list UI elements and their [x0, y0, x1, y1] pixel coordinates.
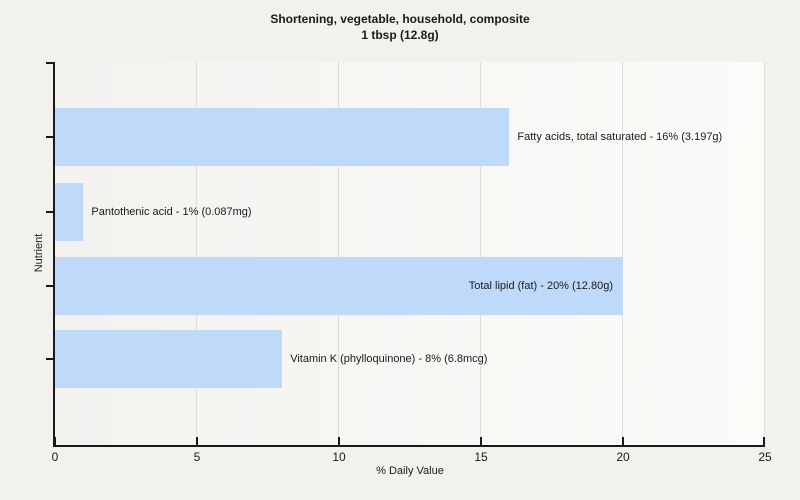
y-axis-title: Nutrient	[33, 233, 45, 273]
y-tick	[46, 62, 53, 64]
chart-title-line1: Shortening, vegetable, household, compos…	[270, 12, 530, 26]
chart-title: Shortening, vegetable, household, compos…	[0, 11, 800, 43]
grid-line	[196, 62, 197, 445]
x-tick	[196, 437, 198, 445]
grid-line	[480, 62, 481, 445]
x-tick	[763, 437, 765, 445]
plot-area: Fatty acids, total saturated - 16% (3.19…	[46, 62, 765, 445]
x-tick	[54, 437, 56, 445]
bar-label: Fatty acids, total saturated - 16% (3.19…	[517, 131, 723, 143]
x-tick	[622, 437, 624, 445]
x-tick-label: 15	[474, 450, 488, 464]
x-tick-label: 0	[51, 450, 59, 464]
bar-1	[55, 108, 510, 166]
bar-label: Vitamin K (phylloquinone) - 8% (6.8mcg)	[290, 353, 488, 365]
grid-line	[622, 62, 623, 445]
x-tick	[480, 437, 482, 445]
x-axis-line	[53, 445, 765, 447]
y-axis-line	[53, 62, 55, 447]
y-tick	[46, 358, 53, 360]
bar-label: Total lipid (fat) - 20% (12.80g)	[468, 280, 613, 292]
x-tick-label: 5	[193, 450, 201, 464]
bar-label: Pantothenic acid - 1% (0.087mg)	[91, 206, 252, 218]
grid-line	[764, 62, 765, 445]
bar-3	[55, 257, 623, 315]
x-tick	[338, 437, 340, 445]
y-tick	[46, 136, 53, 138]
x-tick-label: 10	[332, 450, 346, 464]
grid-line	[338, 62, 339, 445]
chart-title-line2: 1 tbsp (12.8g)	[361, 28, 439, 42]
x-tick-label: 25	[758, 450, 772, 464]
bar-4	[55, 330, 283, 388]
y-tick	[46, 211, 53, 213]
x-axis-title: % Daily Value	[376, 465, 444, 477]
bar-2	[55, 183, 84, 241]
y-tick	[46, 285, 53, 287]
x-tick-label: 20	[616, 450, 630, 464]
